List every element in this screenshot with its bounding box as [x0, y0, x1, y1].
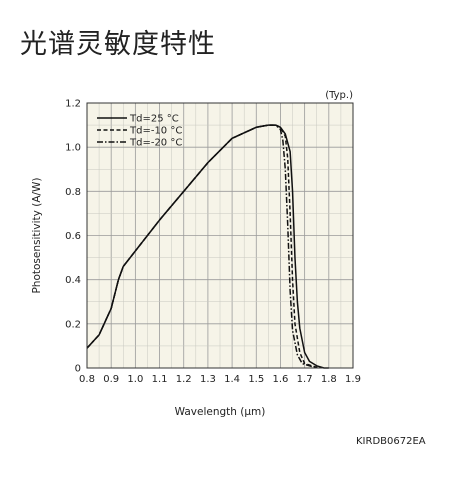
document-code: KIRDB0672EA	[356, 436, 426, 447]
page-title: 光谱灵敏度特性	[20, 29, 216, 60]
legend: Td=25 °CTd=-10 °CTd=-20 °C	[97, 114, 182, 149]
series-layer	[86, 124, 329, 369]
y-tick-label: 0.2	[65, 319, 81, 330]
x-tick-label: 1.3	[200, 374, 216, 385]
x-tick-label: 1.6	[273, 374, 289, 385]
y-tick-label: 0.6	[65, 231, 81, 242]
series-line-3	[86, 124, 317, 369]
legend-label-1: Td=25 °C	[129, 114, 179, 125]
plot-frame	[86, 102, 354, 369]
x-tick-label: 1.9	[345, 374, 361, 385]
x-tick-label: 1.4	[224, 374, 240, 385]
y-tick-label: 0	[75, 364, 81, 375]
x-tick-label: 0.9	[103, 374, 119, 385]
typ-annotation: (Typ.)	[325, 90, 353, 101]
x-tick-label: 1.2	[176, 374, 192, 385]
x-tick-label: 1.8	[321, 374, 337, 385]
x-tick-label: 1.1	[152, 374, 168, 385]
x-tick-label: 1.0	[127, 374, 143, 385]
x-axis-label: Wavelength (μm)	[175, 406, 266, 418]
y-tick-label: 1.2	[65, 99, 81, 110]
y-axis-label: Photosensitivity (A/W)	[31, 177, 43, 293]
y-tick-label: 1.0	[65, 143, 81, 154]
x-tick-label: 1.7	[297, 374, 313, 385]
tick-labels: 0.8 0.9 1.0 1.1 1.2 1.3 1.4 1.5 1.6 1.7 1.8 1.9 0 0.2…	[65, 99, 361, 386]
series-line-1	[86, 124, 329, 369]
legend-label-2: Td=-10 °C	[129, 126, 182, 137]
x-tick-label: 1.5	[248, 374, 264, 385]
y-tick-label: 0.8	[65, 187, 81, 198]
legend-label-3: Td=-20 °C	[129, 138, 182, 149]
x-tick-label: 0.8	[79, 374, 95, 385]
y-tick-label: 0.4	[65, 275, 81, 286]
